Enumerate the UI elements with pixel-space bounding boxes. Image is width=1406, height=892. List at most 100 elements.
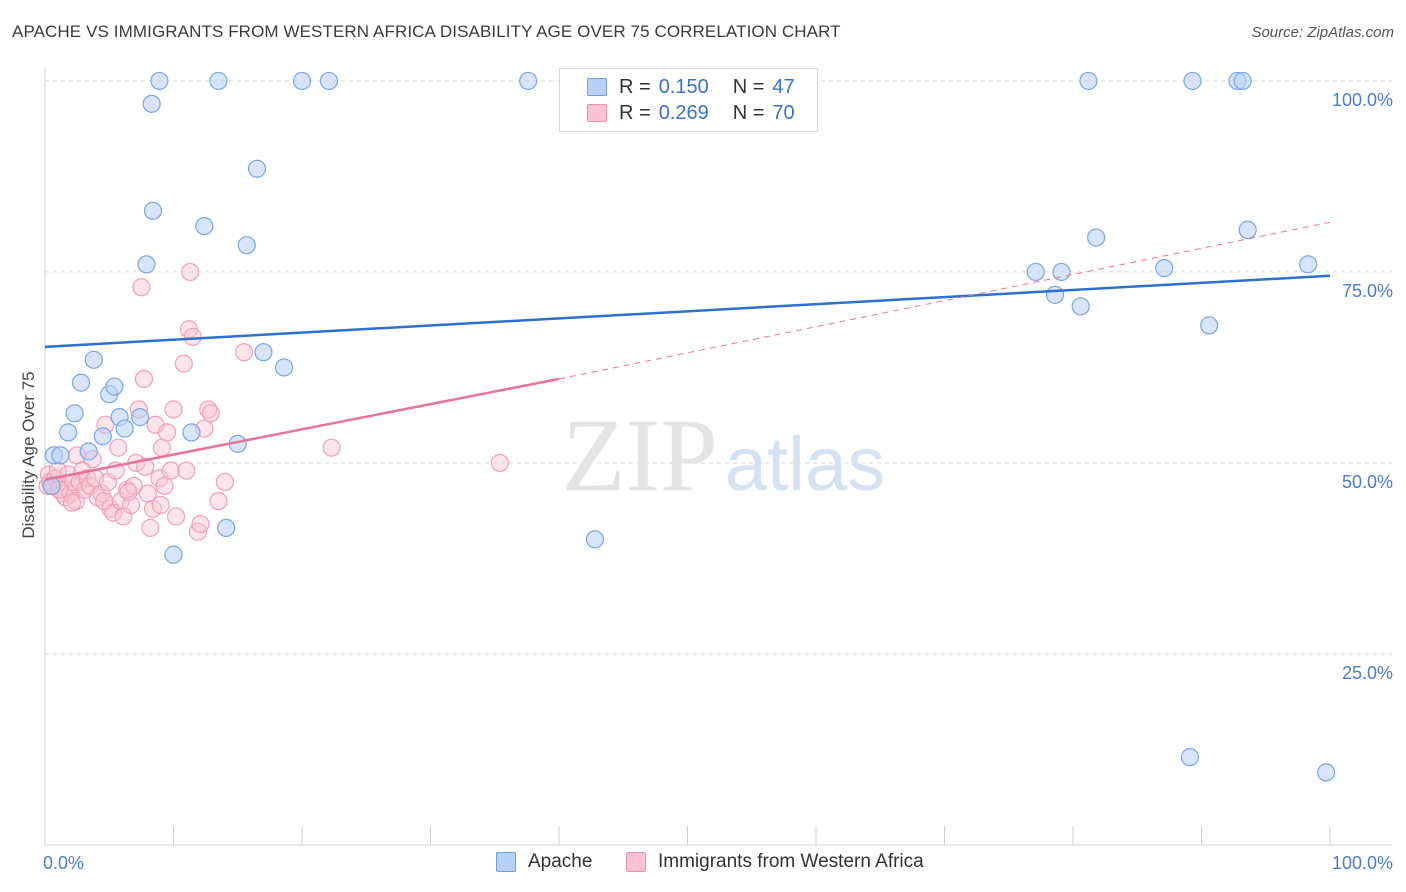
point-immigrants: [157, 423, 177, 442]
point-immigrants: [155, 476, 174, 495]
point-immigrants: [132, 278, 151, 297]
point-immigrants: [161, 461, 181, 480]
legend-label-apache: Apache: [528, 851, 593, 872]
point-apache: [130, 408, 150, 427]
point-immigrants: [235, 343, 254, 362]
legend-row-apache: R = 0.150 N = 47: [560, 74, 795, 100]
trend-line-immigrants: [44, 377, 560, 481]
point-immigrants: [174, 354, 193, 373]
series-legend: Apache Immigrants from Western Africa: [0, 851, 1406, 879]
y-tick-label: 25.0%: [1342, 663, 1393, 683]
point-apache: [150, 71, 169, 91]
point-immigrants: [322, 438, 341, 457]
point-apache: [195, 216, 214, 236]
x-tick-label: 100.0%: [1332, 853, 1393, 873]
source-label: Source: ZipAtlas.com: [1251, 24, 1394, 41]
legend-swatch-apache: [496, 852, 516, 872]
point-apache: [137, 255, 156, 274]
r-value-apache: 0.150: [658, 75, 709, 98]
point-immigrants: [215, 472, 234, 492]
point-apache: [105, 377, 124, 396]
point-apache: [585, 530, 605, 549]
point-apache: [142, 94, 161, 113]
point-apache: [519, 71, 538, 91]
point-apache: [1180, 748, 1200, 767]
point-apache: [1200, 316, 1219, 335]
n-value-immigrants: 70: [772, 101, 795, 124]
trend-line-immigrants-extrapolated: [558, 221, 1331, 380]
legend-item-immigrants[interactable]: Immigrants from Western Africa: [626, 851, 924, 873]
watermark-atlas: atlas: [725, 422, 886, 507]
point-apache: [237, 236, 256, 255]
point-immigrants: [151, 495, 170, 515]
grid-lines: [45, 80, 1392, 655]
x-tick-label: 0.0%: [43, 853, 84, 873]
point-apache: [1317, 763, 1336, 782]
point-apache: [1183, 71, 1202, 91]
r-value-immigrants: 0.269: [658, 101, 709, 124]
r-label: R =: [619, 75, 651, 98]
n-label: N =: [732, 101, 765, 124]
point-immigrants: [141, 518, 160, 538]
data-points: [38, 71, 1336, 782]
point-apache: [1026, 262, 1045, 282]
point-immigrants: [177, 461, 196, 480]
point-apache: [164, 545, 183, 564]
watermark: ZIP atlas: [562, 398, 885, 513]
n-label: N =: [732, 75, 765, 98]
point-immigrants: [136, 457, 155, 476]
legend-label-immigrants: Immigrants from Western Africa: [658, 851, 924, 872]
y-tick-label: 75.0%: [1342, 281, 1393, 301]
point-apache: [84, 350, 103, 369]
point-apache: [1045, 285, 1065, 304]
point-immigrants: [152, 438, 172, 457]
point-immigrants: [134, 369, 154, 389]
legend-row-immigrants: R = 0.269 N = 70: [560, 100, 795, 126]
legend-swatch-immigrants: [587, 104, 607, 122]
point-apache: [247, 159, 267, 178]
point-apache: [274, 358, 294, 377]
point-apache: [1071, 297, 1090, 316]
point-apache: [292, 71, 312, 91]
point-apache: [209, 71, 228, 91]
chart-title: APACHE VS IMMIGRANTS FROM WESTERN AFRICA…: [12, 22, 841, 41]
trend-lines: [44, 221, 1331, 481]
point-apache: [79, 442, 98, 461]
point-apache: [1052, 262, 1071, 282]
legend-swatch-apache: [587, 78, 607, 96]
point-apache: [143, 201, 163, 220]
y-axis-label: Disability Age Over 75: [19, 371, 38, 538]
point-apache: [59, 423, 78, 442]
point-immigrants: [191, 514, 210, 534]
point-apache: [1299, 255, 1318, 274]
point-apache: [1155, 259, 1174, 278]
y-tick-label: 50.0%: [1342, 472, 1393, 492]
point-apache: [182, 423, 201, 442]
point-immigrants: [209, 492, 228, 511]
n-value-apache: 47: [772, 75, 795, 98]
point-immigrants: [109, 438, 128, 457]
legend-item-apache[interactable]: Apache: [496, 851, 592, 873]
point-immigrants: [62, 493, 82, 512]
y-tick-label: 100.0%: [1332, 90, 1393, 110]
point-apache: [217, 518, 236, 538]
point-apache: [1233, 71, 1252, 91]
stats-legend: R = 0.150 N = 47 R = 0.269 N = 70: [559, 68, 818, 132]
point-immigrants: [181, 262, 200, 282]
trend-line-apache: [44, 274, 1331, 349]
point-immigrants: [201, 404, 220, 423]
point-immigrants: [164, 400, 183, 419]
legend-swatch-immigrants: [626, 852, 646, 872]
point-immigrants: [95, 492, 114, 511]
point-apache: [319, 71, 339, 91]
point-apache: [254, 343, 273, 362]
axes: [44, 68, 1392, 846]
point-apache: [93, 427, 112, 446]
point-apache: [71, 373, 91, 392]
point-immigrants: [490, 453, 509, 473]
point-apache: [1238, 220, 1257, 240]
point-apache: [1079, 71, 1098, 91]
watermark-zip: ZIP: [562, 398, 718, 513]
point-immigrants: [119, 482, 138, 502]
